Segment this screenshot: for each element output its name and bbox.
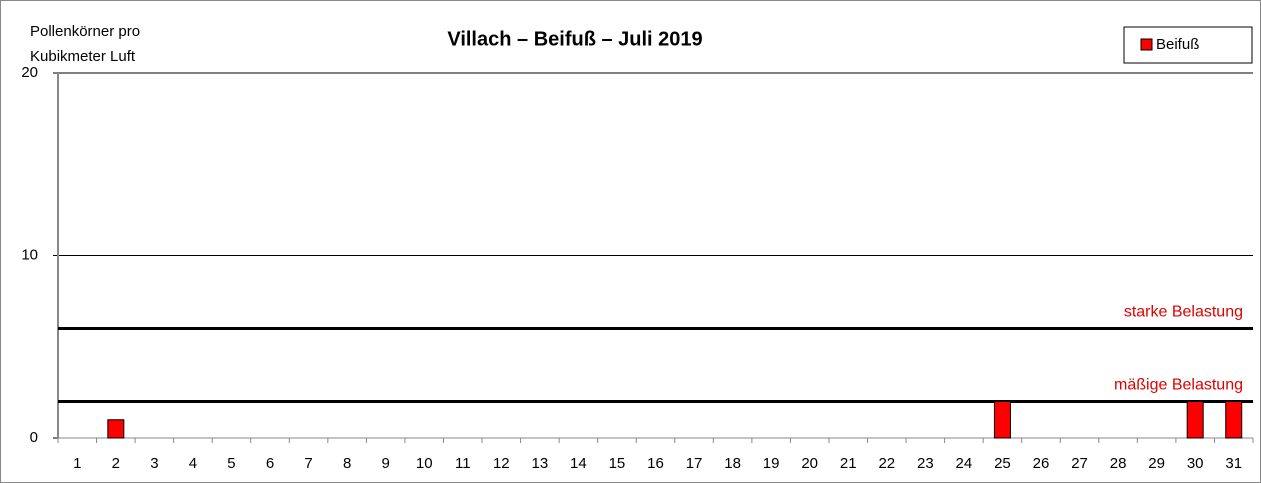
x-tick-label: 7: [304, 455, 312, 472]
y-tick-label: 10: [21, 246, 38, 263]
x-tick-label: 8: [343, 455, 351, 472]
x-tick-label: 26: [1033, 455, 1050, 472]
x-tick-label: 31: [1225, 455, 1242, 472]
y-tick-label: 20: [21, 64, 38, 81]
x-tick-label: 12: [493, 455, 510, 472]
x-tick-label: 21: [840, 455, 857, 472]
legend-swatch: [1140, 38, 1153, 51]
x-tick-label: 11: [455, 455, 471, 472]
x-tick-label: 14: [570, 455, 587, 472]
y-axis-label: Pollenkörner pro: [30, 23, 140, 40]
x-tick-label: 24: [956, 455, 973, 472]
x-tick-label: 22: [878, 455, 895, 472]
x-tick-label: 4: [189, 455, 197, 472]
threshold-label: starke Belastung: [1124, 304, 1243, 321]
x-tick-label: 25: [994, 455, 1011, 472]
bar: [1225, 401, 1243, 439]
bar: [1186, 401, 1204, 439]
x-tick-label: 2: [112, 455, 120, 472]
legend-label: Beifuß: [1156, 36, 1199, 53]
x-tick-label: 10: [416, 455, 433, 472]
x-tick-label: 5: [227, 455, 235, 472]
x-tick-label: 20: [801, 455, 818, 472]
y-tick-label: 0: [30, 429, 38, 446]
x-tick-label: 23: [917, 455, 934, 472]
x-tick-label: 27: [1071, 455, 1088, 472]
x-tick-label: 29: [1148, 455, 1165, 472]
x-tick-label: 9: [381, 455, 389, 472]
y-axis-label: Kubikmeter Luft: [30, 48, 136, 65]
x-tick-label: 16: [647, 455, 664, 472]
x-tick-label: 18: [724, 455, 741, 472]
x-tick-label: 30: [1187, 455, 1204, 472]
x-tick-label: 6: [266, 455, 274, 472]
chart-title: Villach – Beifuß – Juli 2019: [447, 28, 702, 50]
bar: [107, 419, 125, 439]
x-tick-label: 19: [763, 455, 780, 472]
threshold-label: mäßige Belastung: [1114, 377, 1243, 394]
x-tick-label: 15: [609, 455, 626, 472]
x-tick-label: 13: [532, 455, 549, 472]
bar: [993, 401, 1011, 439]
x-tick-label: 17: [686, 455, 703, 472]
x-tick-label: 1: [73, 455, 81, 472]
x-tick-label: 3: [150, 455, 158, 472]
x-tick-label: 28: [1110, 455, 1127, 472]
